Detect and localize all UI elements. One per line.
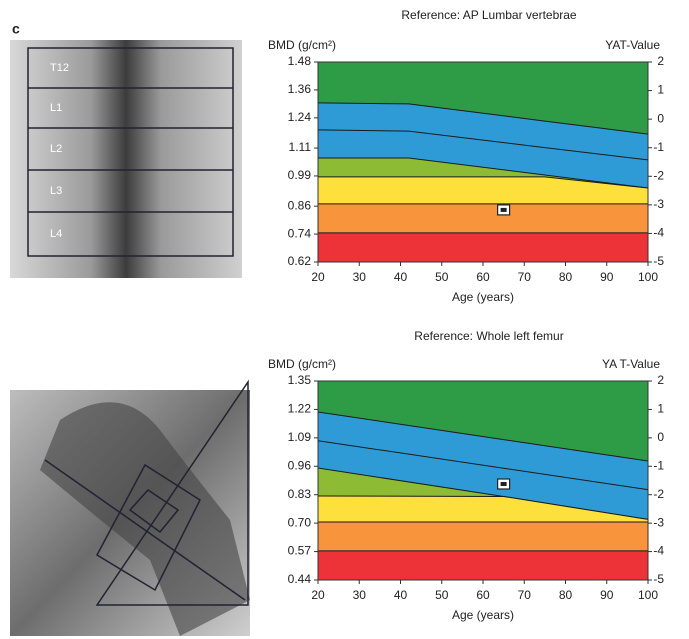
y2-tick-label: -4 <box>653 226 664 240</box>
y-tick-label: 1.24 <box>288 110 312 124</box>
x-tick-label: 90 <box>600 588 614 602</box>
y2-tick-label: 0 <box>657 430 664 444</box>
x-tick-label: 30 <box>353 270 367 284</box>
x-tick-label: 70 <box>518 588 532 602</box>
y-tick-label: 1.09 <box>288 430 312 444</box>
y-tick-label: 1.22 <box>288 402 312 416</box>
y2-tick-label: -1 <box>653 458 664 472</box>
y-tick-label: 0.86 <box>288 198 312 212</box>
y2-axis-label: YAT-Value <box>605 38 660 52</box>
y2-tick-label: -5 <box>653 254 664 268</box>
x-tick-label: 80 <box>559 270 573 284</box>
x-axis-label: Age (years) <box>452 290 514 304</box>
y-tick-label: 0.74 <box>288 226 312 240</box>
vertebra-label: L2 <box>50 143 62 155</box>
x-axis-label: Age (years) <box>452 608 514 622</box>
y2-tick-label: 1 <box>657 402 664 416</box>
y2-tick-label: -4 <box>653 544 664 558</box>
y-tick-label: 0.83 <box>288 487 312 501</box>
y-tick-label: 0.44 <box>288 572 312 586</box>
y2-tick-label: -1 <box>653 140 664 154</box>
y2-tick-label: -5 <box>653 572 664 586</box>
x-tick-label: 40 <box>394 270 408 284</box>
y-tick-label: 0.96 <box>288 458 312 472</box>
patient-marker-core <box>501 482 507 486</box>
y2-tick-label: -3 <box>653 197 664 211</box>
y2-tick-label: -2 <box>653 168 664 182</box>
y-tick-label: 0.57 <box>288 544 312 558</box>
x-tick-label: 50 <box>435 588 449 602</box>
chart-title: Reference: AP Lumbar vertebrae <box>401 8 577 22</box>
y2-tick-label: 2 <box>657 373 664 387</box>
x-tick-label: 20 <box>311 588 325 602</box>
chart-title: Reference: Whole left femur <box>414 329 563 343</box>
y2-tick-label: -3 <box>653 515 664 529</box>
x-tick-label: 80 <box>559 588 573 602</box>
y-axis-label: BMD (g/cm²) <box>268 357 336 371</box>
y-tick-label: 1.11 <box>289 140 312 154</box>
x-tick-label: 20 <box>311 270 325 284</box>
x-tick-label: 40 <box>394 588 408 602</box>
x-tick-label: 100 <box>638 270 658 284</box>
y-tick-label: 1.36 <box>288 82 312 96</box>
y-tick-label: 0.62 <box>288 254 312 268</box>
y-tick-label: 0.99 <box>288 168 312 182</box>
y2-tick-label: 1 <box>657 83 664 97</box>
patient-marker-core <box>501 208 507 212</box>
x-tick-label: 50 <box>435 270 449 284</box>
x-tick-label: 70 <box>518 270 532 284</box>
panel-label: c <box>12 21 20 37</box>
vertebra-label: L1 <box>50 102 62 114</box>
hip-image <box>10 382 250 636</box>
y2-axis-label: YA T-Value <box>602 357 660 371</box>
y-axis-label: BMD (g/cm²) <box>268 38 336 52</box>
x-tick-label: 90 <box>600 270 614 284</box>
y2-tick-label: -2 <box>653 487 664 501</box>
x-tick-label: 60 <box>476 270 490 284</box>
plot-area <box>318 62 648 267</box>
figure: c T12 L1 L2 L3 L4 1.48 1.36 1.24 1.11 0.99 0.86 0.7… <box>0 0 689 639</box>
vertebra-label: L4 <box>50 228 62 240</box>
x-tick-label: 60 <box>476 588 490 602</box>
plot-area <box>318 381 648 585</box>
y-tick-label: 1.35 <box>288 373 312 387</box>
x-tick-label: 30 <box>353 588 367 602</box>
vertebra-label: L3 <box>50 185 62 197</box>
spine-image <box>10 40 242 278</box>
y-tick-label: 0.70 <box>288 515 312 529</box>
y2-tick-label: 2 <box>657 54 664 68</box>
vertebra-label: T12 <box>50 62 69 74</box>
x-tick-label: 100 <box>638 588 658 602</box>
y-tick-label: 1.48 <box>288 54 312 68</box>
y2-tick-label: 0 <box>657 111 664 125</box>
